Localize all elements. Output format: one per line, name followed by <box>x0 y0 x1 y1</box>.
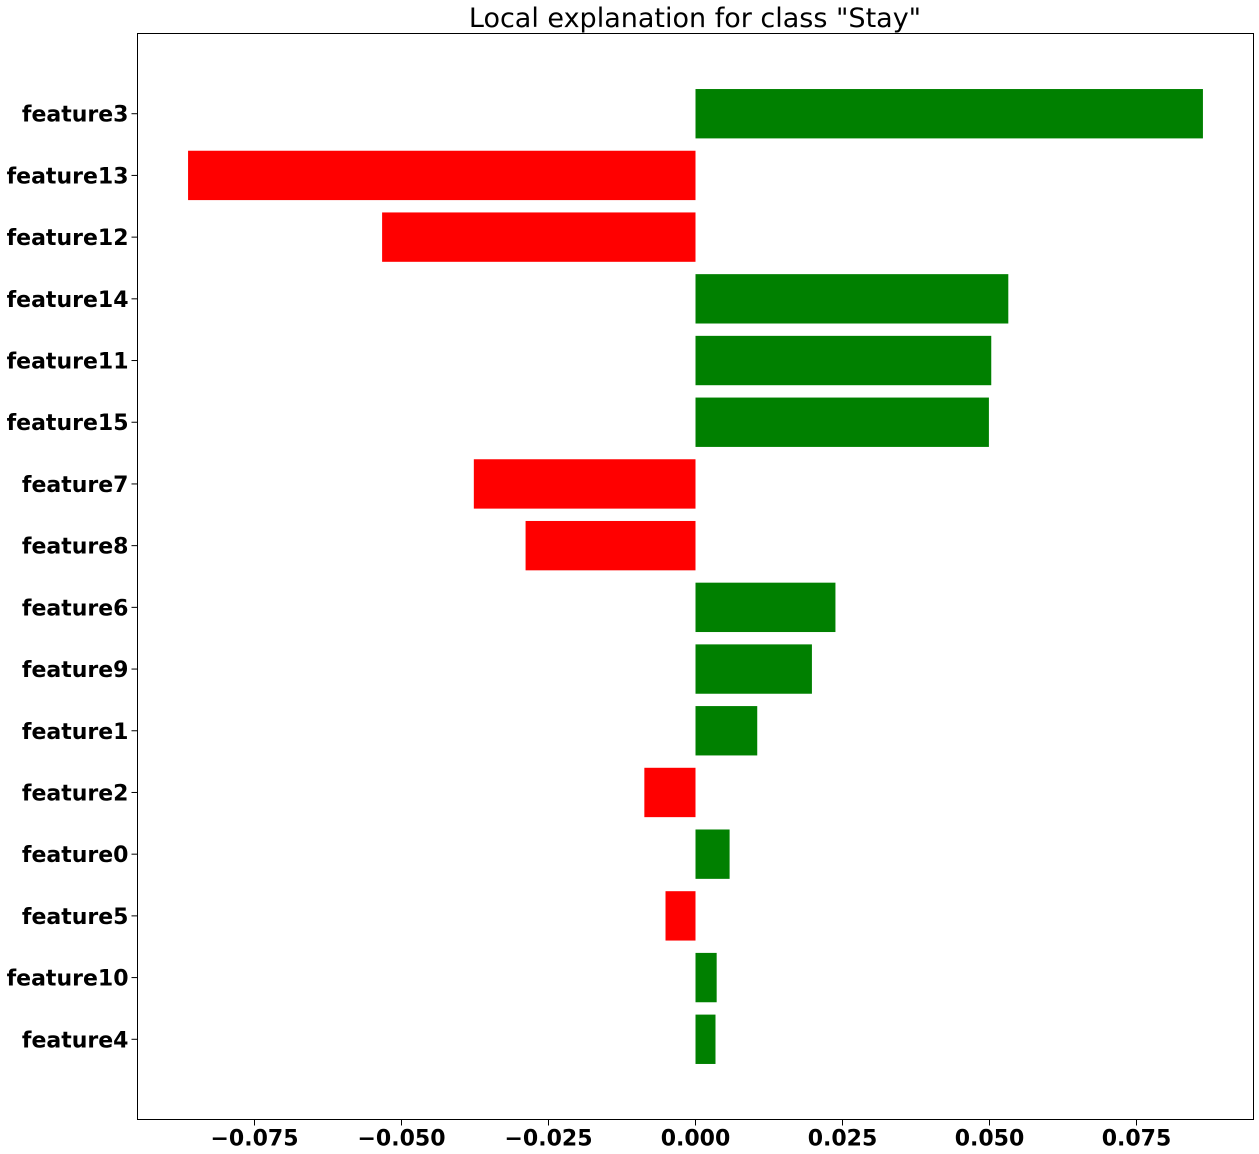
bar-feature2 <box>644 767 696 818</box>
bar-feature8 <box>525 520 696 571</box>
y-tick-label-feature5: feature5 <box>22 905 129 930</box>
y-axis-ticks: feature3 feature13 feature12 feature14 featu… <box>7 103 138 1053</box>
y-tick-label-feature3: feature3 <box>22 103 129 128</box>
y-tick-label-feature14: feature14 <box>7 288 129 313</box>
x-tick-label: 0.075 <box>1102 1127 1172 1152</box>
bar-feature7 <box>473 459 696 509</box>
bar-feature11 <box>695 335 992 386</box>
bar-feature15 <box>695 397 989 447</box>
x-tick-label: 0.025 <box>808 1127 878 1152</box>
y-tick-label-feature9: feature9 <box>22 658 129 683</box>
y-tick-label-feature4: feature4 <box>22 1028 129 1053</box>
bar-feature14 <box>695 274 1009 324</box>
x-tick-label: 0.000 <box>661 1127 731 1152</box>
x-tick-label: −0.075 <box>210 1127 298 1152</box>
x-tick-label: 0.050 <box>955 1127 1025 1152</box>
y-tick-label-feature13: feature13 <box>7 164 129 189</box>
bar-feature13 <box>188 150 696 201</box>
y-tick-label-feature2: feature2 <box>22 781 129 806</box>
bar-feature12 <box>382 212 696 262</box>
bar-feature1 <box>695 706 758 756</box>
x-tick-label: −0.050 <box>357 1127 445 1152</box>
y-tick-label-feature1: feature1 <box>22 720 129 745</box>
bar-feature10 <box>695 952 717 1003</box>
x-axis-ticks: −0.075 −0.050 −0.025 0.000 0.025 0.050 0.075 <box>210 1119 1172 1152</box>
chart-title: Local explanation for class "Stay" <box>469 3 921 34</box>
plot-frame <box>137 33 1254 1120</box>
y-tick-label-feature0: feature0 <box>22 843 129 868</box>
bar-feature6 <box>695 582 836 633</box>
y-tick-label-feature15: feature15 <box>7 411 129 436</box>
y-tick-label-feature6: feature6 <box>22 596 129 621</box>
y-tick-label-feature12: feature12 <box>7 226 129 251</box>
bar-feature4 <box>695 1014 716 1064</box>
y-tick-label-feature7: feature7 <box>22 473 129 498</box>
bars-group <box>188 89 1203 1064</box>
bar-feature3 <box>695 89 1203 139</box>
x-tick-label: −0.025 <box>504 1127 592 1152</box>
bar-feature5 <box>665 891 696 941</box>
y-tick-label-feature10: feature10 <box>7 967 129 992</box>
y-tick-label-feature11: feature11 <box>7 350 129 375</box>
y-tick-label-feature8: feature8 <box>22 535 129 560</box>
bar-feature9 <box>695 644 812 694</box>
bar-feature0 <box>695 829 730 879</box>
